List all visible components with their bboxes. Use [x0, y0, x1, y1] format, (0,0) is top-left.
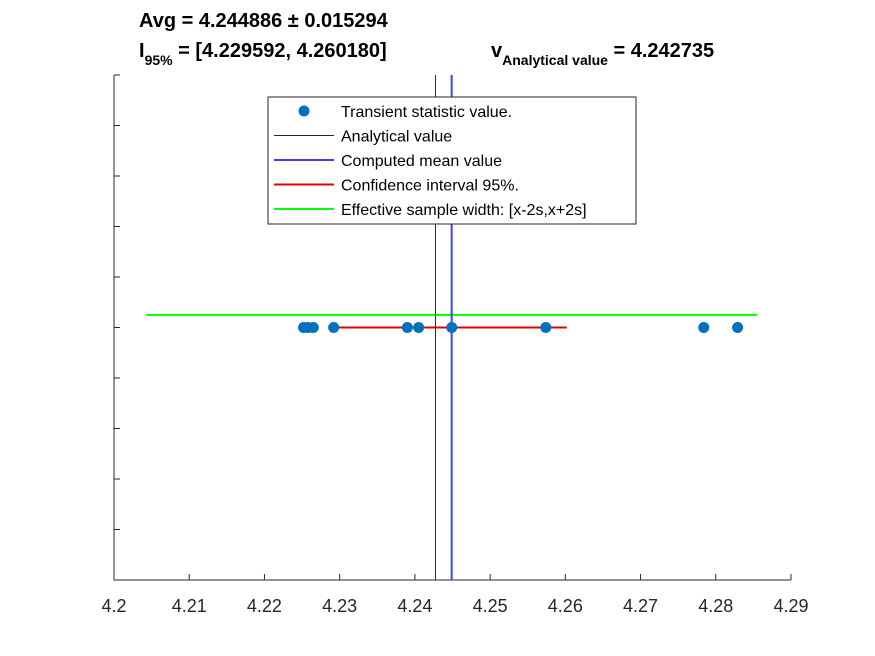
data-point: [732, 322, 744, 333]
title-average: Avg = 4.244886 ± 0.015294: [139, 10, 389, 32]
data-point: [446, 322, 458, 333]
title-analytical-value: vAnalytical value = 4.242735: [491, 40, 714, 68]
y-ticks: [114, 74, 120, 581]
x-tick-label: 4.26: [548, 596, 583, 616]
legend-label: Transient statistic value.: [341, 104, 512, 121]
legend-label: Confidence interval 95%.: [341, 178, 519, 195]
x-ticks: 4.2 4.21 4.22 4.23 4.24 4.25 4.26 4.27 4.28 4.29: [101, 574, 809, 616]
x-tick-label: 4.25: [473, 596, 508, 616]
legend-swatch: [298, 105, 310, 117]
x-tick-label: 4.21: [172, 596, 207, 616]
data-point: [307, 322, 319, 333]
x-tick-label: 4.28: [698, 596, 733, 616]
data-point: [328, 322, 340, 333]
data-point: [401, 322, 413, 333]
data-point: [413, 322, 425, 333]
x-tick-label: 4.24: [397, 596, 432, 616]
x-tick-label: 4.23: [322, 596, 357, 616]
x-tick-label: 4.22: [247, 596, 282, 616]
data-point: [540, 322, 552, 333]
x-tick-label: 4.29: [773, 596, 808, 616]
legend-label: Effective sample width: [x-2s,x+2s]: [341, 202, 587, 219]
legend-label: Computed mean value: [341, 153, 502, 170]
data-point: [698, 322, 710, 333]
chart-title: Avg = 4.244886 ± 0.015294 I95% = [4.2295…: [139, 10, 714, 68]
data-points: [298, 322, 744, 333]
legend: Transient statistic value. Analytical val…: [267, 96, 637, 225]
x-tick-label: 4.27: [623, 596, 658, 616]
title-confidence-interval: I95% = [4.229592, 4.260180]: [139, 40, 387, 68]
x-tick-label: 4.2: [101, 596, 126, 616]
legend-label: Analytical value: [341, 129, 452, 146]
